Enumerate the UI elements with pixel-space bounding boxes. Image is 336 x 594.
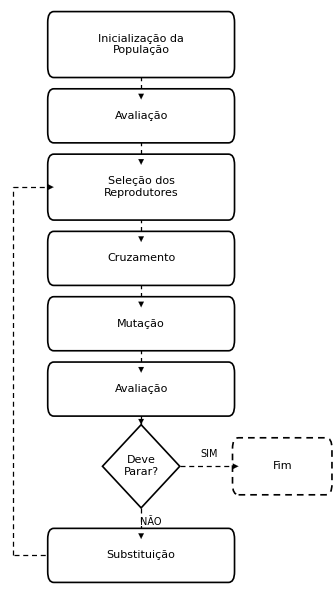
FancyBboxPatch shape [48,232,235,286]
Text: Avaliação: Avaliação [115,384,168,394]
FancyBboxPatch shape [48,529,235,582]
Text: Substituição: Substituição [107,551,175,560]
Text: Avaliação: Avaliação [115,111,168,121]
FancyBboxPatch shape [48,362,235,416]
Polygon shape [102,425,180,508]
FancyBboxPatch shape [233,438,332,495]
FancyBboxPatch shape [48,297,235,350]
FancyBboxPatch shape [48,11,235,77]
FancyBboxPatch shape [48,89,235,143]
Text: Cruzamento: Cruzamento [107,254,175,263]
Text: Seleção dos
Reprodutores: Seleção dos Reprodutores [104,176,178,198]
Text: Fim: Fim [272,462,292,471]
FancyBboxPatch shape [48,154,235,220]
Text: Inicialização da
População: Inicialização da População [98,34,184,55]
Text: NÃO: NÃO [140,517,162,527]
Text: SIM: SIM [200,449,218,459]
Text: Deve
Parar?: Deve Parar? [124,456,159,477]
Text: Mutação: Mutação [117,319,165,328]
